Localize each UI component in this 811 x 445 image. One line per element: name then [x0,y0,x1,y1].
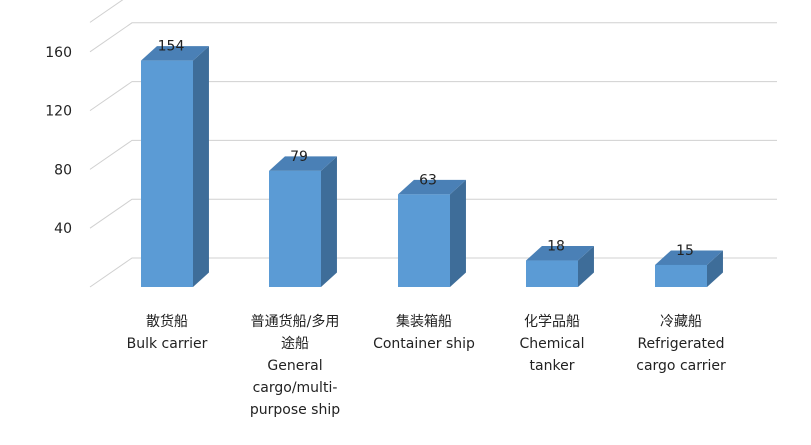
data-label: 79 [290,149,308,165]
bar-side [450,179,466,287]
bar [269,156,337,287]
category-label: 普通货船/多用途船 General cargo/multi-purpose ship [250,313,340,418]
y-tick-label: 40 [54,221,72,237]
bar-front [526,260,578,287]
bar [526,246,594,287]
bar-front [398,194,450,287]
data-label: 18 [547,239,565,255]
data-labels: 154 79 63 18 15 [158,39,694,259]
data-label: 63 [419,172,437,188]
bar-front [141,60,193,288]
bar-side [578,246,594,287]
bar-front [269,170,321,287]
data-label: 154 [158,39,185,55]
gridline [89,81,777,112]
y-axis-ticks: 40 80 120 160 [45,45,72,237]
category-label: 集装箱船 Container ship [373,313,475,352]
bar-top [141,46,209,61]
y-tick-label: 120 [45,104,72,120]
bar-side [193,46,209,288]
bar [398,179,466,287]
y-tick-label: 160 [45,45,72,61]
bar-side [707,250,723,287]
category-labels: 散货船 Bulk carrier 普通货船/多用途船 General cargo/mul… [127,313,726,418]
bar-side [321,156,337,287]
gridline [89,139,777,170]
gridline [89,198,777,229]
bar [141,46,209,288]
data-label: 15 [676,243,694,259]
bars [141,46,723,288]
bar-top [269,156,337,171]
y-tick-label: 80 [54,162,72,178]
gridline [89,22,777,53]
gridline-top [89,0,124,23]
bar-top [655,250,723,265]
bar-top [526,246,594,261]
bar [655,250,723,287]
bar-top [398,179,466,195]
category-label: 散货船 Bulk carrier [127,313,208,352]
category-label: 冷藏船 Refrigerated cargo carrier [636,314,726,374]
bar-front [655,264,707,287]
category-label: 化学品船 Chemical tanker [520,314,585,374]
